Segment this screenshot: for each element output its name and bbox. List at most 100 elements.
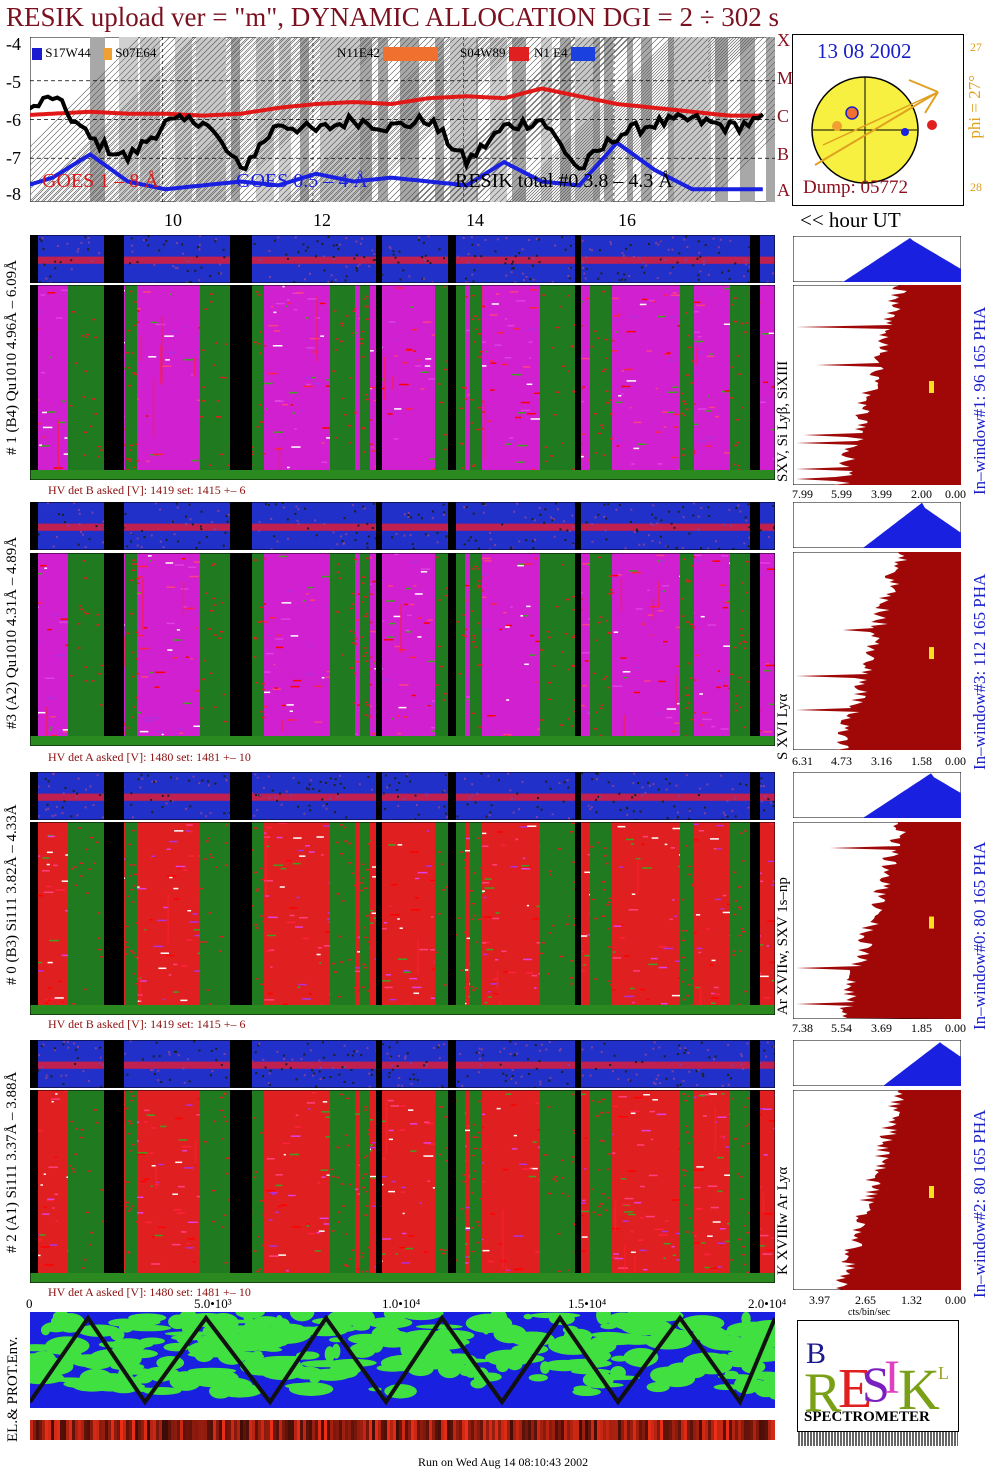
region-label: S17W44: [45, 45, 91, 60]
pha-histogram: [793, 772, 961, 818]
hour-axis-label: << hour UT: [800, 208, 901, 232]
region-label: N1 E4: [534, 45, 568, 60]
detector-label: # 2 (A1) Si111 3.37Å – 3.88Å: [4, 1071, 20, 1254]
legend-resik: RESIK total #0 3.8 – 4.3 Å: [455, 170, 673, 192]
series-line: [30, 86, 763, 118]
flare-class-label: X: [777, 30, 790, 50]
line-label: SXV, Si Lyβ, SiXIII: [775, 360, 791, 482]
pha-tick: 7.99: [792, 487, 813, 501]
hour-tick: 12: [313, 210, 331, 230]
window-label: In–window#3: 112 165 PHA: [970, 573, 989, 770]
y-tick-label: -5: [6, 72, 21, 92]
region-label: S04W89: [460, 45, 506, 60]
pha-histogram: [793, 502, 961, 548]
pha-tick: 1.58: [911, 754, 932, 768]
hv-label: HV det B asked [V]: 1419 set: 1415 +– 6: [48, 1017, 246, 1031]
legend-goes-long: GOES 1 – 8 Å: [42, 170, 159, 192]
detector-spectrogram: [30, 285, 775, 480]
phi-arrow: [822, 91, 939, 146]
pha-tick: 0.00: [945, 1021, 966, 1035]
phi-arrow: [814, 91, 939, 166]
detector-label: #3 (A2) Qu1010 4.31Å – 4.89Å: [4, 536, 20, 729]
flare-class-label: M: [777, 68, 794, 88]
detector-spectrum-strip: [30, 235, 775, 283]
page-title: RESIK upload ver = "m", DYNAMIC ALLOCATI…: [6, 2, 780, 32]
flare-class-axis: X M C B A: [777, 30, 793, 205]
logo-graphic: B R E S I K L: [800, 1323, 956, 1429]
region-swatch: [32, 48, 42, 61]
detector-spectrum-strip: [30, 1040, 775, 1088]
flare-class-label: C: [777, 106, 790, 126]
logo-text: SPECTROMETER: [804, 1409, 930, 1425]
series-line: [30, 94, 765, 172]
legend-goes-short: GOES 0.5 – 4 Å: [236, 170, 368, 192]
series-line: [30, 140, 763, 192]
pha-xlabel: cts/bin/sec: [848, 1307, 891, 1318]
pha-tick: 1.85: [911, 1021, 932, 1035]
hour-tick: 16: [618, 210, 636, 230]
pha-histogram: [793, 1040, 961, 1086]
sun-disk-panel: 13 08 2002 Dump: 05772: [792, 34, 964, 206]
hour-axis: 10 12 14 16: [30, 203, 775, 230]
hour-tick: 10: [164, 210, 182, 230]
window-label: In–window#0: 80 165 PHA: [970, 841, 989, 1030]
intensity-profile: [793, 822, 961, 1019]
intensity-profile: [793, 552, 961, 750]
phi-top: 27: [970, 40, 982, 54]
pha-tick: 2.00: [911, 487, 932, 501]
dump-label: Dump: 05772: [803, 177, 909, 198]
window-label: In–window#2: 80 165 PHA: [970, 1109, 989, 1298]
line-label: S XVI Lyα: [775, 693, 791, 760]
detector-spectrum-strip: [30, 772, 775, 820]
line-label: Ar XVIIw, SXV 1s–np: [775, 877, 791, 1015]
region-swatch: [570, 47, 595, 62]
hv-label: HV det A asked [V]: 1480 set: 1481 +– 10: [48, 1285, 251, 1299]
environment-plot: [30, 1312, 775, 1440]
sun-date: 13 08 2002: [817, 39, 912, 63]
region-label: S07E64: [115, 45, 157, 60]
region-marker: [901, 128, 909, 136]
pha-tick: 0.00: [945, 487, 966, 501]
seconds-tick: 2.0•10⁴: [748, 1296, 787, 1311]
pha-tick: 7.38: [792, 1021, 813, 1035]
region-swatch: [104, 48, 112, 61]
pha-tick: 1.32: [901, 1293, 922, 1307]
pha-tick: 3.69: [871, 1021, 892, 1035]
goes-plot-svg: [30, 37, 775, 202]
pha-tick: 5.54: [831, 1021, 852, 1035]
pha-tick: 3.16: [871, 754, 892, 768]
detector-spectrum-strip: [30, 502, 775, 550]
pha-histogram: [793, 236, 961, 282]
y-tick-label: -6: [6, 110, 21, 130]
pha-tick: 0.00: [945, 754, 966, 768]
region-marker: [845, 106, 859, 120]
region-marker: [927, 120, 937, 130]
pha-tick: 4.73: [831, 754, 852, 768]
y-tick-label: -4: [6, 34, 21, 54]
pha-tick: 3.99: [871, 487, 892, 501]
region-swatch: [508, 47, 529, 62]
resik-logo: B R E S I K L SPECTROMETER: [797, 1320, 959, 1432]
goes-y-axis: -4 -5 -6 -7 -8: [6, 34, 30, 204]
pha-tick: 3.97: [809, 1293, 830, 1307]
seconds-tick: 0: [26, 1296, 33, 1311]
pha-tick: 5.99: [831, 487, 852, 501]
detector-label: # 0 (B3) Si111 3.82Å – 4.33Å: [4, 804, 20, 986]
detector-spectrogram: [30, 822, 775, 1015]
seconds-tick: 1.0•10⁴: [382, 1296, 421, 1311]
seconds-tick: 1.5•10⁴: [568, 1296, 607, 1311]
phi-bottom: 28: [970, 180, 982, 194]
y-tick-label: -7: [6, 148, 21, 168]
sun-disk-svg: [811, 76, 939, 184]
flare-class-label: A: [777, 180, 790, 200]
hour-tick: 14: [466, 210, 484, 230]
flare-class-label: B: [777, 144, 790, 164]
footer-timestamp: Run on Wed Aug 14 08:10:43 2002: [418, 1455, 589, 1469]
detector-spectrogram: [30, 553, 775, 746]
detector-spectrogram: [30, 1090, 775, 1283]
detector-label: # 1 (B4) Qu1010 4.96Å – 6.09Å: [4, 260, 20, 456]
env-label: EL.& PROT.Env.: [5, 1336, 21, 1442]
seconds-tick: 5.0•10³: [194, 1296, 232, 1311]
pha-tick: 6.31: [792, 754, 813, 768]
